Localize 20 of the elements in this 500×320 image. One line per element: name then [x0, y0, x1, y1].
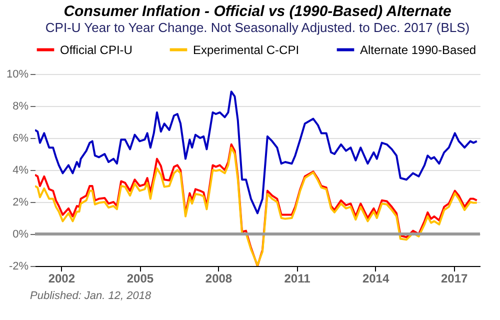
line-series	[35, 90, 478, 214]
x-tick-label: 2014	[362, 272, 390, 286]
chart-subtitle: CPI-U Year to Year Change. Not Seasonally Adjusted. to Dec. 2017 (BLS)	[45, 20, 470, 35]
x-tick-label: 2002	[48, 272, 76, 286]
y-tick-label: 6%	[12, 132, 29, 144]
y-tick-label: -2%	[8, 260, 29, 272]
y-tick-label: 0%	[12, 228, 29, 240]
y-tick-label: 4%	[12, 164, 29, 176]
y-tick-label: 8%	[12, 100, 29, 112]
legend-label: Official CPI-U	[60, 42, 132, 57]
x-tick-label: 2017	[440, 272, 468, 286]
legend-label: Alternate 1990-Based	[360, 42, 476, 57]
x-tick-label: 2008	[205, 272, 232, 286]
y-tick-label: 10%	[6, 68, 29, 80]
y-tick-label: 2%	[12, 196, 29, 208]
x-tick-label: 2011	[284, 272, 311, 286]
chart-title: Consumer Inflation - Official vs (1990-Based) Alternate	[64, 3, 452, 20]
text: Published: Jan. 12, 2018	[30, 290, 152, 302]
legend-label: Experimental C-CPI	[193, 42, 300, 57]
x-tick-label: 2005	[126, 272, 154, 286]
